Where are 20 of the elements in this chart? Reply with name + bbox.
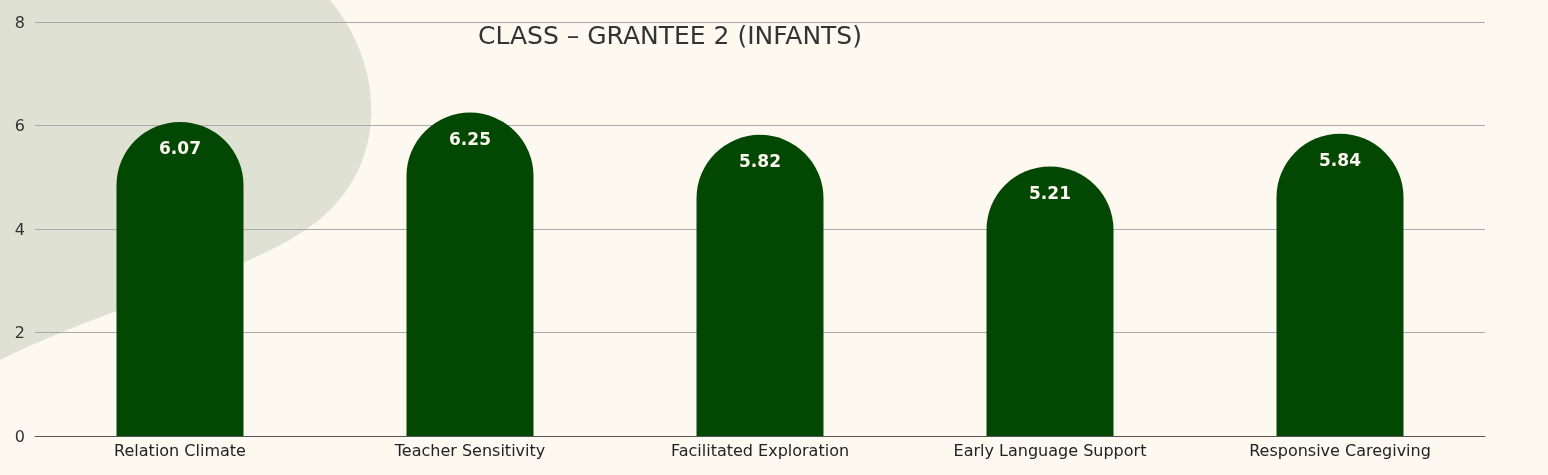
x-tick-label: Responsive Caregiving	[1249, 440, 1431, 460]
x-tick-label: Relation Climate	[114, 440, 246, 460]
y-tick-label: 6	[14, 116, 25, 135]
data-label: 6.07	[159, 138, 201, 159]
bar	[696, 134, 824, 436]
data-label: 5.21	[1029, 182, 1071, 203]
x-tick-label: Early Language Support	[953, 440, 1147, 460]
y-tick-label: 2	[14, 323, 25, 342]
y-tick-label: 0	[14, 426, 25, 446]
bar	[986, 166, 1114, 436]
data-label: 5.82	[739, 151, 781, 172]
bar	[1276, 133, 1404, 436]
x-tick-label: Facilitated Exploration	[670, 440, 850, 460]
chart-title: CLASS – GRANTEE 2 (INFANTS)	[478, 21, 862, 50]
data-label: 5.84	[1319, 150, 1362, 171]
bar	[406, 112, 534, 436]
y-tick-label: 8	[14, 12, 25, 32]
x-tick-label: Teacher Sensitivity	[393, 440, 546, 460]
data-label: 6.25	[449, 129, 491, 150]
y-tick-label: 4	[14, 219, 25, 239]
